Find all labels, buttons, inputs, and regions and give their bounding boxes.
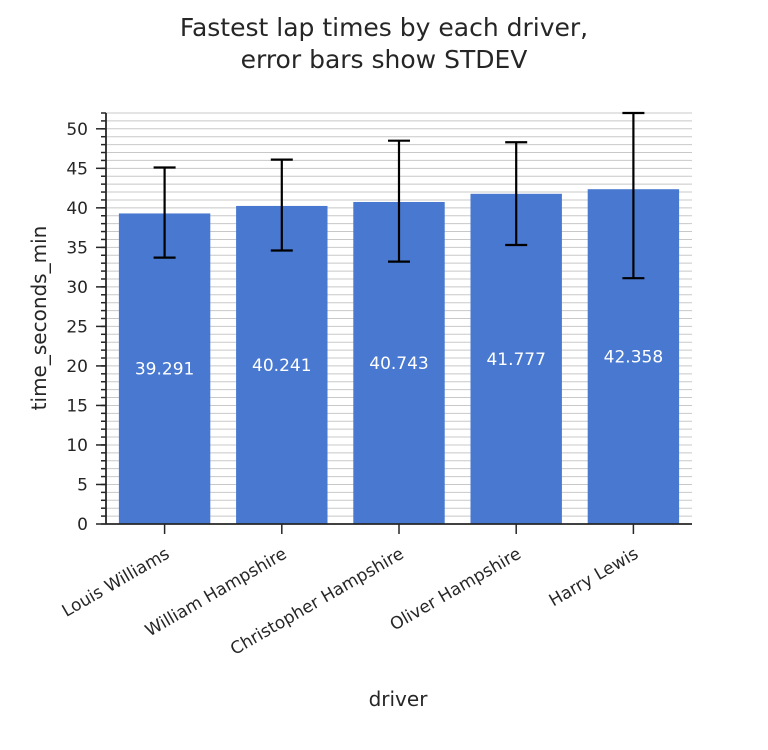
y-tick-label: 45	[66, 159, 88, 179]
y-tick-label: 5	[77, 475, 88, 495]
y-tick-label: 0	[77, 515, 88, 535]
bar-value-label: 41.777	[486, 350, 545, 370]
y-tick-label: 10	[66, 436, 88, 456]
bar-value-labels: 39.291 40.241 40.743 41.777 42.358	[135, 348, 663, 380]
error-bars	[153, 111, 645, 280]
bar	[236, 205, 328, 524]
bar-value-label: 40.743	[369, 354, 428, 374]
bar-value-label: 40.241	[252, 356, 311, 376]
x-tick-label: Oliver Hampshire	[387, 544, 525, 635]
chart-title-line-1: Fastest lap times by each driver,	[180, 13, 588, 42]
y-tick-label: 40	[66, 199, 88, 219]
bar	[470, 193, 562, 524]
y-tick-label: 35	[66, 238, 88, 258]
y-axis: 0 5 10 15 20 25 30 35 40 45 50	[66, 112, 107, 535]
y-tick-label: 25	[66, 317, 88, 337]
x-tick-label: Harry Lewis	[546, 544, 642, 611]
x-tick-label: Louis Williams	[59, 544, 173, 622]
y-tick-label: 30	[66, 278, 88, 298]
bar-value-label: 42.358	[604, 348, 663, 368]
bar-value-label: 39.291	[135, 360, 194, 380]
chart-title-line-2: error bars show STDEV	[241, 45, 528, 74]
y-axis-label: time_seconds_min	[27, 226, 51, 411]
bar	[118, 213, 211, 524]
y-tick-label: 50	[66, 120, 88, 140]
y-tick-label: 20	[66, 357, 88, 377]
x-axis-label: driver	[369, 687, 429, 711]
y-tick-label: 15	[66, 396, 88, 416]
